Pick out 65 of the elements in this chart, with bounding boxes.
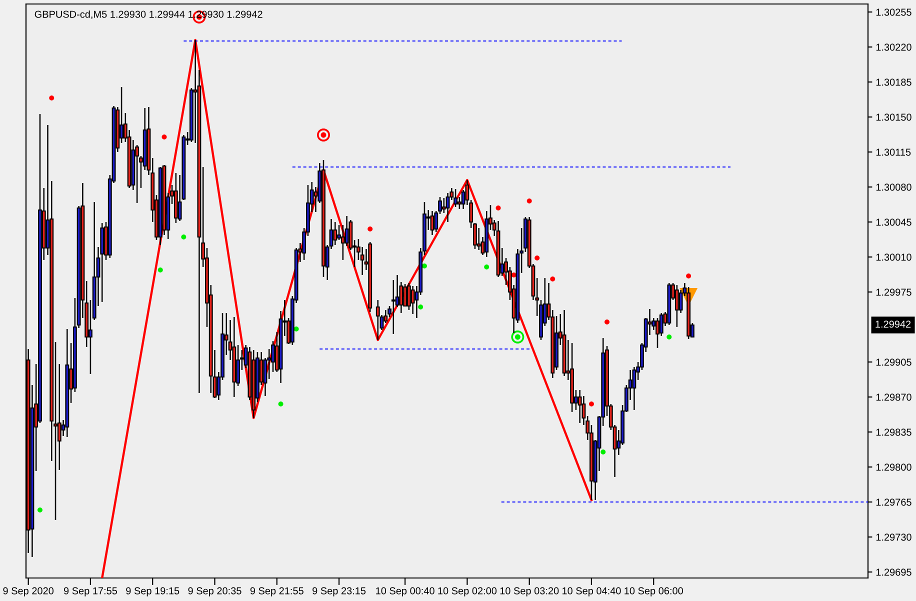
point (368, 226, 373, 232)
y-tick-label: 1.29695 (876, 568, 912, 576)
y-tick-label: 1.29835 (876, 428, 912, 436)
point (484, 264, 490, 270)
point (278, 402, 284, 406)
text: 1.29942 (876, 320, 911, 328)
point (526, 198, 532, 204)
point (511, 330, 524, 344)
y-tick-label: 1.30010 (876, 254, 912, 261)
y-tick-label: 1.30255 (876, 8, 912, 16)
candlestick (446, 192, 450, 223)
point (496, 206, 501, 210)
x-tick-label: 9 Sep 17:55 (64, 587, 118, 596)
y-tick-label: 1.30045 (876, 218, 912, 226)
candlestick (454, 188, 458, 208)
candlestick (410, 285, 415, 315)
candlestick (430, 210, 434, 236)
point (49, 96, 54, 100)
x-tick-label: 9 Sep 19:15 (126, 587, 180, 596)
point (37, 508, 42, 512)
point (666, 334, 672, 340)
candlestick (376, 299, 380, 341)
y-tick-label: 1.30220 (876, 44, 912, 51)
y-tick-label: 1.29730 (876, 534, 912, 541)
candlestick (578, 389, 582, 424)
point (158, 268, 163, 272)
x-tick-label: 9 Sep 2020 (3, 587, 54, 596)
point (294, 326, 299, 332)
x-tick-label: 10 Sep 03:20 (500, 587, 559, 596)
y-tick-label: 1.30185 (876, 78, 912, 86)
x-tick-label: 9 Sep 23:15 (312, 587, 366, 596)
point (534, 256, 540, 260)
candlestick (333, 221, 338, 246)
point (604, 320, 610, 324)
y-tick-label: 1.30150 (876, 114, 912, 121)
point (162, 134, 167, 140)
point (418, 304, 424, 310)
x-tick-label: 10 Sep 06:00 (624, 587, 683, 596)
candlestick (135, 144, 140, 204)
candlestick (674, 284, 679, 328)
candlestick (340, 224, 345, 261)
y-tick-label: 1.29975 (876, 288, 912, 296)
x-tick-label: 10 Sep 00:40 (376, 587, 434, 596)
x-tick-label: 9 Sep 21:55 (250, 587, 304, 596)
x-tick-label: 10 Sep 02:00 (438, 587, 497, 596)
point (550, 276, 556, 282)
y-tick-label: 1.30080 (876, 184, 912, 191)
y-tick-label: 1.29905 (876, 358, 912, 366)
point (588, 402, 594, 406)
candlestick (476, 227, 481, 251)
candlestick (632, 366, 636, 411)
point (600, 450, 606, 454)
candlestick (391, 279, 396, 335)
candlestick (656, 317, 660, 349)
y-tick-label: 1.29765 (876, 498, 912, 506)
y-tick-label: 1.29800 (876, 464, 912, 471)
y-tick-label: 1.30115 (876, 148, 911, 156)
point (686, 274, 692, 278)
x-tick-label: 9 Sep 20:35 (188, 587, 242, 596)
y-tick-label: 1.29870 (876, 394, 912, 401)
point (316, 128, 330, 142)
candlestick (406, 282, 411, 311)
line-series (101, 38, 593, 578)
point (181, 234, 186, 240)
x-tick-label: 10 Sep 04:40 (562, 587, 621, 596)
